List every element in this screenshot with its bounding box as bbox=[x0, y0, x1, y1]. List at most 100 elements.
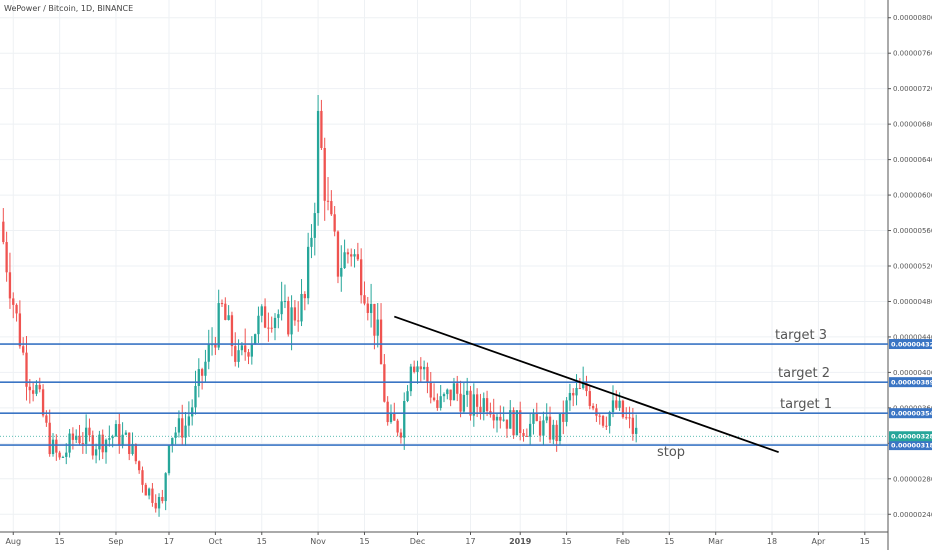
level-label: target 3 bbox=[775, 328, 827, 343]
candle-body bbox=[260, 306, 263, 316]
candle-body bbox=[28, 386, 31, 391]
y-tick-label: 0.00000400 bbox=[893, 369, 932, 377]
candle-body bbox=[528, 423, 532, 437]
x-tick-label: Feb bbox=[616, 537, 630, 546]
candle-body bbox=[601, 415, 605, 426]
last-price-tag bbox=[889, 431, 932, 442]
x-tick-label: 15 bbox=[664, 537, 674, 546]
candle-body bbox=[350, 254, 353, 257]
candle-body bbox=[383, 364, 386, 402]
candle-body bbox=[98, 434, 101, 450]
candle-body bbox=[340, 267, 343, 277]
candle-body bbox=[578, 387, 582, 389]
candle-body bbox=[396, 420, 399, 433]
x-tick-label: Aug bbox=[5, 537, 21, 546]
candle-body bbox=[403, 401, 406, 438]
candle-body bbox=[611, 400, 615, 413]
candle-body bbox=[366, 303, 369, 313]
candle-body bbox=[346, 252, 350, 255]
candle-body bbox=[512, 410, 515, 436]
candle-body bbox=[200, 369, 204, 376]
candle-body bbox=[263, 306, 267, 328]
candle-body bbox=[277, 314, 280, 318]
candle-body bbox=[18, 313, 22, 347]
candle-body bbox=[399, 432, 403, 438]
candle-body bbox=[224, 303, 227, 320]
candle-body bbox=[416, 366, 419, 372]
candle-body bbox=[466, 390, 469, 395]
x-tick-label: 18 bbox=[767, 537, 777, 546]
candle-body bbox=[283, 300, 287, 302]
candle-body bbox=[323, 148, 326, 201]
y-tick-label: 0.00000600 bbox=[893, 192, 932, 200]
candle-body bbox=[469, 390, 472, 416]
level-price-label: 0.00000354 bbox=[891, 410, 932, 418]
y-tick-label: 0.00000760 bbox=[893, 50, 932, 58]
candle-body bbox=[422, 366, 426, 370]
candle-body bbox=[8, 272, 12, 299]
candle-body bbox=[588, 391, 591, 406]
candle-body bbox=[419, 366, 422, 370]
candle-body bbox=[406, 391, 409, 402]
level-price-tag bbox=[889, 339, 932, 350]
candle-body bbox=[111, 436, 114, 439]
candle-body bbox=[5, 242, 8, 273]
candle-body bbox=[555, 424, 558, 442]
candle-body bbox=[535, 413, 538, 422]
candle-body bbox=[452, 383, 456, 401]
candle-body bbox=[244, 345, 247, 353]
candle-body bbox=[505, 419, 509, 429]
candle-body bbox=[303, 293, 306, 299]
candle-body bbox=[128, 432, 131, 455]
candle-body bbox=[439, 396, 442, 408]
candle-body bbox=[121, 434, 124, 446]
candle-body bbox=[273, 317, 277, 329]
candle-body bbox=[300, 293, 303, 322]
candle-body bbox=[542, 420, 545, 436]
candle-body bbox=[446, 389, 449, 395]
level-price-tag bbox=[889, 377, 932, 388]
candle-body bbox=[330, 201, 333, 215]
candle-body bbox=[479, 406, 482, 413]
candle-body bbox=[522, 433, 525, 436]
candle-body bbox=[442, 394, 446, 397]
candle-body bbox=[360, 259, 363, 296]
y-tick-label: 0.00000480 bbox=[893, 298, 932, 306]
candle-body bbox=[310, 237, 313, 247]
y-tick-label: 0.00000680 bbox=[893, 121, 932, 129]
candle-body bbox=[598, 415, 601, 417]
x-tick-label: 15 bbox=[257, 537, 267, 546]
candle-body bbox=[48, 422, 51, 455]
candle-body bbox=[253, 334, 257, 344]
candle-body bbox=[290, 307, 293, 335]
candle-body bbox=[230, 315, 234, 347]
candle-body bbox=[429, 382, 432, 398]
candle-body bbox=[247, 352, 250, 357]
candle-body bbox=[485, 398, 489, 412]
candle-body bbox=[144, 484, 147, 496]
candle-body bbox=[161, 497, 164, 502]
candle-body bbox=[207, 344, 210, 362]
candle-body bbox=[38, 384, 41, 390]
trendline bbox=[393, 315, 779, 454]
y-tick-label: 0.00000440 bbox=[893, 333, 932, 341]
candle-body bbox=[363, 295, 366, 304]
x-tick-label: 15 bbox=[860, 537, 870, 546]
level-label: target 2 bbox=[778, 366, 830, 381]
candle-body bbox=[562, 413, 565, 422]
candle-body bbox=[287, 300, 290, 335]
candle-body bbox=[456, 383, 459, 394]
x-tick-label: Nov bbox=[310, 537, 326, 546]
candle-body bbox=[174, 432, 177, 438]
candle-body bbox=[68, 433, 71, 453]
candle-body bbox=[313, 213, 316, 238]
candle-body bbox=[409, 366, 413, 392]
candle-body bbox=[108, 438, 111, 440]
candle-body bbox=[138, 461, 141, 471]
last-price-label: 0.00000328 bbox=[891, 433, 932, 441]
candle-body bbox=[31, 390, 35, 394]
candle-body bbox=[167, 445, 171, 474]
y-tick-label: 0.00000560 bbox=[893, 227, 932, 235]
